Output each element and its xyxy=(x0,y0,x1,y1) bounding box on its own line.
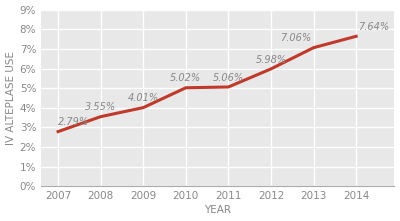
Text: 7.06%: 7.06% xyxy=(280,33,312,43)
Text: 5.98%: 5.98% xyxy=(256,55,286,65)
Text: 2.79%: 2.79% xyxy=(58,117,89,127)
Y-axis label: IV ALTEPLASE USE: IV ALTEPLASE USE xyxy=(6,51,16,145)
Text: 3.55%: 3.55% xyxy=(85,102,116,112)
Text: 5.06%: 5.06% xyxy=(213,73,244,83)
Text: 4.01%: 4.01% xyxy=(128,93,159,103)
Text: 7.64%: 7.64% xyxy=(358,22,389,32)
Text: 5.02%: 5.02% xyxy=(170,73,201,84)
X-axis label: YEAR: YEAR xyxy=(204,206,231,215)
